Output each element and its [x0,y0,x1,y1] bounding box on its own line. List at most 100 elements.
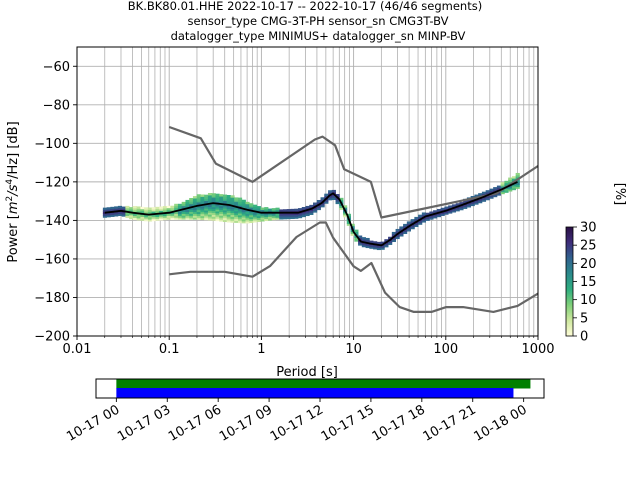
pdf-cell [140,216,145,219]
pdf-cell [117,205,123,209]
pdf-cell [215,199,220,202]
pdf-cell [215,207,220,210]
pdf-cell [245,217,250,220]
pdf-cell [125,215,130,218]
pdf-cell [219,199,224,203]
pdf-cell [234,212,239,216]
pdf-cell [335,197,340,201]
pdf-cell [267,218,273,221]
pdf-cell [429,217,434,220]
pdf-cell [493,194,498,198]
pdf-cell [200,209,205,213]
pdf-cell [174,211,179,214]
pdf-cell [478,200,483,204]
pdf-cell [136,214,141,217]
pdf-cell [320,199,325,202]
pdf-cell [485,192,490,195]
pdf-cell [211,216,216,219]
pdf-cell [140,214,145,217]
pdf-cell [222,198,228,201]
pdf-cell [211,212,216,215]
timeline-tick-label: 10-17 03 [115,402,173,444]
pdf-cell [226,195,231,198]
pdf-cell [207,200,213,204]
pdf-cell [489,190,494,193]
pdf-cell [147,211,153,214]
pdf-cell [234,203,239,206]
pdf-cell [313,210,318,213]
pdf-cell [283,213,288,216]
pdf-cell [237,203,243,206]
pdf-cell [151,214,156,218]
pdf-cell [328,197,333,201]
pdf-cell [170,209,175,212]
pdf-cell [177,211,183,214]
pdf-cell [219,205,224,209]
pdf-cell [207,210,213,213]
pdf-cell [147,209,153,212]
pdf-cell [391,237,396,241]
pdf-cell [466,205,472,208]
pdf-cell [451,204,457,207]
pdf-cell [500,191,505,195]
pdf-cell [264,212,269,216]
pdf-cell [245,203,250,207]
pdf-cell [256,208,261,211]
pdf-cell [256,217,261,221]
pdf-cell [481,197,487,200]
pdf-cell [365,243,370,247]
pdf-cell [132,207,138,211]
pdf-cell [264,207,269,210]
pdf-cell [181,215,186,218]
pdf-cell [237,199,243,202]
pdf-cell [144,215,149,218]
pdf-cell [189,201,194,205]
pdf-cell [425,212,430,216]
pdf-cell [219,201,224,205]
pdf-cell [222,194,228,197]
pdf-cell [151,209,156,212]
pdf-cell [252,206,258,209]
pdf-cell [369,244,374,247]
pdf-cell [106,214,111,218]
pdf-cell [271,208,276,211]
pdf-cell [301,210,306,214]
pdf-cell [425,218,430,221]
pdf-cell [140,206,145,210]
pdf-cell [237,218,243,222]
pdf-cell [481,193,487,197]
pdf-cell [151,207,156,210]
pdf-cell [474,194,479,197]
pdf-cell [230,214,235,217]
coverage-bar-blue [116,388,514,398]
pdf-cell [241,211,246,214]
pdf-cell [159,218,164,221]
pdf-cell [196,211,201,214]
pdf-cell [249,216,254,220]
pdf-cell [177,205,183,209]
pdf-cell [189,211,194,214]
pdf-cell [211,204,216,208]
pdf-cell [346,223,351,226]
pdf-cell [166,207,171,211]
pdf-cell [436,212,442,216]
colorbar-label: [%] [612,183,627,206]
pdf-cell [200,213,205,217]
pdf-cell [226,216,231,219]
pdf-cell [211,218,216,221]
pdf-cell [192,199,198,203]
pdf-cell [132,215,138,219]
pdf-cell [466,203,472,206]
pdf-cell [406,227,411,230]
x-tick-label: 10 [345,342,362,357]
pdf-cell [496,187,502,190]
pdf-cell [249,203,254,206]
pdf-cell [245,219,250,222]
pdf-cell [185,201,190,205]
pdf-cell [433,210,438,213]
pdf-cell [230,195,235,198]
pdf-cell [185,215,190,218]
pdf-cell [440,207,445,211]
x-tick-label: 0.01 [63,342,92,357]
pdf-cell [245,205,250,209]
